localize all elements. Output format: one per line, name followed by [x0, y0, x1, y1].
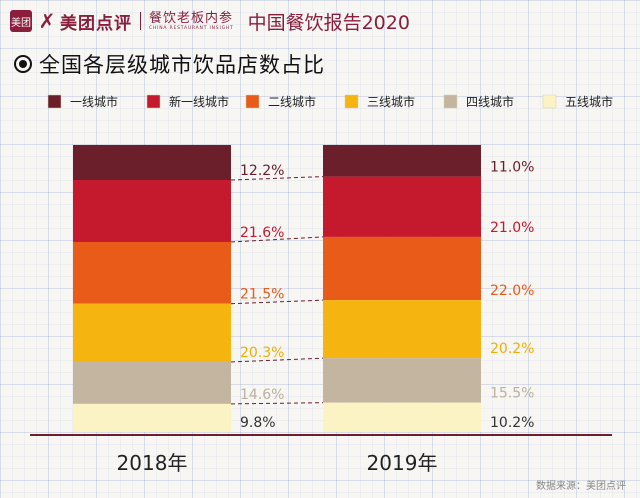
legend-swatch	[47, 94, 62, 109]
report-title: 中国餐饮报告2020	[247, 11, 410, 34]
data-label: 14.6%	[240, 387, 284, 403]
connector-line	[230, 299, 324, 305]
connector-line	[230, 357, 324, 363]
bar-segment	[73, 180, 231, 243]
bar-segment	[323, 300, 481, 359]
bar-segment	[73, 361, 231, 404]
data-label: 21.5%	[240, 287, 284, 303]
bar-segment	[73, 242, 231, 304]
brand-name: 美团点评	[60, 13, 132, 34]
bar-segment	[323, 145, 481, 177]
header: 美团 ✗ 美团点评 餐饮老板内参 CHINA RESTAURANT INSIGH…	[10, 6, 410, 36]
connector-line	[230, 402, 324, 405]
category-label: 2019年	[367, 451, 438, 475]
bar-segment	[323, 236, 481, 301]
legend-label: 一线城市	[70, 94, 118, 109]
legend-swatch	[443, 94, 458, 109]
legend-label: 四线城市	[466, 94, 514, 109]
data-label: 10.2%	[490, 415, 534, 431]
sub-brand-english: CHINA RESTAURANT INSIGHT	[149, 25, 234, 31]
legend-label: 五线城市	[565, 94, 613, 109]
bar-segment	[73, 145, 231, 181]
data-label: 22.0%	[490, 283, 534, 299]
sub-brand-name: 餐饮老板内参	[149, 10, 234, 26]
data-label: 21.6%	[240, 225, 284, 241]
legend-label: 新一线城市	[169, 94, 229, 109]
legend-label: 三线城市	[367, 94, 415, 109]
legend-swatch	[245, 94, 260, 109]
bar-segment	[323, 176, 481, 237]
meituan-logo-icon: 美团	[10, 10, 32, 32]
data-label: 15.5%	[490, 386, 534, 402]
legend-swatch	[344, 94, 359, 109]
legend-swatch	[146, 94, 161, 109]
bar-segment	[323, 402, 481, 432]
legend-label: 二线城市	[268, 94, 316, 109]
header-divider	[140, 12, 141, 30]
data-label: 21.0%	[490, 220, 534, 236]
bar-segment	[323, 358, 481, 403]
category-label: 2018年	[117, 451, 188, 475]
bar-segment	[73, 403, 231, 432]
sub-brand: 餐饮老板内参 CHINA RESTAURANT INSIGHT	[149, 11, 234, 32]
page-title-text: 全国各层级城市饮品店数占比	[39, 53, 325, 77]
bar-segment	[73, 303, 231, 362]
data-label: 20.2%	[490, 341, 534, 357]
dianping-logo-icon: ✗	[38, 9, 56, 33]
data-label: 9.8%	[240, 415, 276, 431]
data-label: 11.0%	[490, 160, 534, 176]
connector-line	[230, 236, 324, 243]
source-note: 数据来源：美团点评	[536, 481, 626, 492]
data-label: 12.2%	[240, 163, 284, 179]
bullet-icon	[14, 55, 32, 73]
data-label: 20.3%	[240, 345, 284, 361]
page-title: 全国各层级城市饮品店数占比	[14, 49, 325, 79]
connector-line	[230, 176, 324, 181]
legend-swatch	[542, 94, 557, 109]
